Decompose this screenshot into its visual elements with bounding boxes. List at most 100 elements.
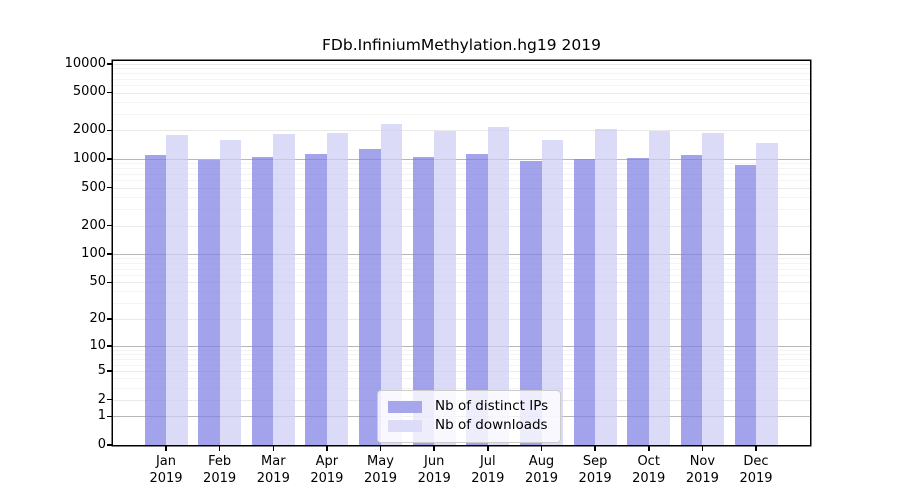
gridline-400 [113, 196, 810, 198]
x-tick-label-jan: Jan 2019 [149, 454, 183, 486]
y-tick-mark-5 [107, 370, 112, 372]
gridline-7 [113, 358, 810, 360]
gridline-800 [113, 168, 810, 170]
y-tick-label-50: 50 [89, 274, 106, 290]
gridline-100 [113, 254, 810, 255]
legend-swatch-distinct-ips [388, 400, 422, 413]
gridline-20 [113, 319, 810, 320]
y-tick-mark-500 [107, 186, 112, 189]
gridline-900 [113, 163, 810, 165]
y-tick-label-10000: 10000 [64, 55, 106, 71]
x-tick-label-jun: Jun 2019 [417, 454, 451, 486]
gridline-5000 [113, 92, 810, 94]
gridline-50 [113, 282, 810, 284]
y-tick-mark-200 [107, 224, 112, 227]
bar-nb-of-distinct-ips-may [359, 149, 381, 445]
gridline-500 [113, 187, 810, 189]
gridline-4 [113, 378, 810, 380]
y-tick-mark-10000 [107, 63, 112, 65]
gridline-90 [113, 258, 810, 260]
bar-nb-of-downloads-jan [166, 135, 188, 445]
gridline-1000 [113, 159, 810, 161]
x-tick-label-apr: Apr 2019 [310, 454, 344, 486]
x-tick-mark-jun [433, 446, 435, 451]
gridline-6 [113, 364, 810, 366]
x-tick-mark-apr [326, 446, 328, 451]
y-tick-label-10: 10 [89, 337, 106, 353]
x-tick-label-may: May 2019 [363, 454, 398, 486]
x-tick-label-nov: Nov 2019 [685, 454, 719, 486]
bar-nb-of-distinct-ips-feb [198, 159, 220, 445]
legend-item-distinct-ips: Nb of distinct IPs [388, 398, 548, 415]
y-tick-mark-2000 [107, 129, 112, 132]
legend-label-downloads: Nb of downloads [435, 417, 548, 433]
bar-nb-of-downloads-nov [702, 133, 724, 445]
x-tick-label-dec: Dec 2019 [739, 454, 773, 486]
gridline-3 [113, 387, 810, 389]
y-tick-mark-0 [107, 444, 112, 446]
bar-nb-of-distinct-ips-apr [305, 154, 327, 445]
bar-nb-of-distinct-ips-jul [466, 154, 488, 445]
bar-nb-of-distinct-ips-sep [573, 158, 596, 445]
bar-nb-of-downloads-aug [541, 139, 563, 445]
x-tick-mark-jan [165, 446, 167, 451]
y-tick-label-5: 5 [97, 362, 106, 378]
gridline-5 [113, 370, 810, 372]
y-tick-mark-100 [107, 253, 112, 255]
y-tick-mark-5000 [107, 91, 112, 94]
chart-title: FDb.InfiniumMethylation.hg19 2019 [322, 36, 601, 54]
bars-layer [113, 61, 810, 445]
x-tick-label-feb: Feb 2019 [203, 454, 237, 486]
gridline-9000 [113, 68, 810, 70]
gridline-10 [113, 345, 810, 347]
bar-nb-of-distinct-ips-nov [680, 155, 703, 445]
bar-nb-of-downloads-jun [434, 131, 456, 445]
y-tick-mark-50 [107, 281, 112, 284]
x-tick-mark-nov [701, 446, 704, 451]
y-tick-label-20: 20 [89, 310, 106, 326]
x-tick-mark-oct [648, 446, 650, 451]
gridline-6000 [113, 84, 810, 86]
plot-area: Nb of distinct IPs Nb of downloads [113, 61, 810, 445]
gridline-7000 [113, 78, 810, 80]
x-tick-label-mar: Mar 2019 [256, 454, 290, 486]
x-tick-mark-may [379, 446, 382, 451]
gridline-70 [113, 268, 810, 270]
gridline-300 [113, 208, 810, 210]
x-tick-mark-mar [272, 446, 274, 451]
gridline-10000 [113, 63, 810, 65]
gridline-600 [113, 180, 810, 182]
gridline-40 [113, 291, 810, 293]
gridline-9 [113, 349, 810, 351]
bar-nb-of-downloads-feb [219, 139, 242, 445]
y-tick-label-0: 0 [97, 437, 106, 452]
gridline-80 [113, 263, 810, 265]
x-tick-label-aug: Aug 2019 [524, 454, 559, 486]
bar-nb-of-downloads-may [380, 124, 402, 445]
x-tick-label-oct: Oct 2019 [632, 454, 666, 486]
y-tick-label-1: 1 [97, 408, 106, 424]
gridline-200 [113, 225, 810, 227]
y-tick-mark-2 [107, 398, 112, 401]
gridline-3000 [113, 113, 810, 115]
legend-item-downloads: Nb of downloads [388, 417, 548, 434]
y-tick-mark-1 [107, 415, 112, 418]
legend-label-distinct-ips: Nb of distinct IPs [435, 398, 549, 414]
bar-nb-of-downloads-dec [756, 142, 778, 445]
gridline-60 [113, 274, 810, 276]
x-tick-mark-aug [540, 446, 543, 451]
x-tick-label-jul: Jul 2019 [471, 454, 505, 486]
y-tick-label-2: 2 [97, 391, 106, 407]
bar-nb-of-distinct-ips-aug [520, 161, 542, 445]
bar-nb-of-downloads-oct [648, 130, 671, 445]
bar-nb-of-downloads-mar [273, 134, 295, 445]
bar-nb-of-downloads-sep [595, 129, 617, 445]
bar-nb-of-downloads-jul [487, 127, 510, 445]
x-tick-mark-feb [218, 446, 221, 451]
gridline-700 [113, 173, 810, 175]
gridline-8000 [113, 73, 810, 74]
x-tick-mark-dec [755, 446, 757, 451]
bar-nb-of-distinct-ips-mar [251, 157, 274, 445]
gridline-8 [113, 354, 810, 356]
